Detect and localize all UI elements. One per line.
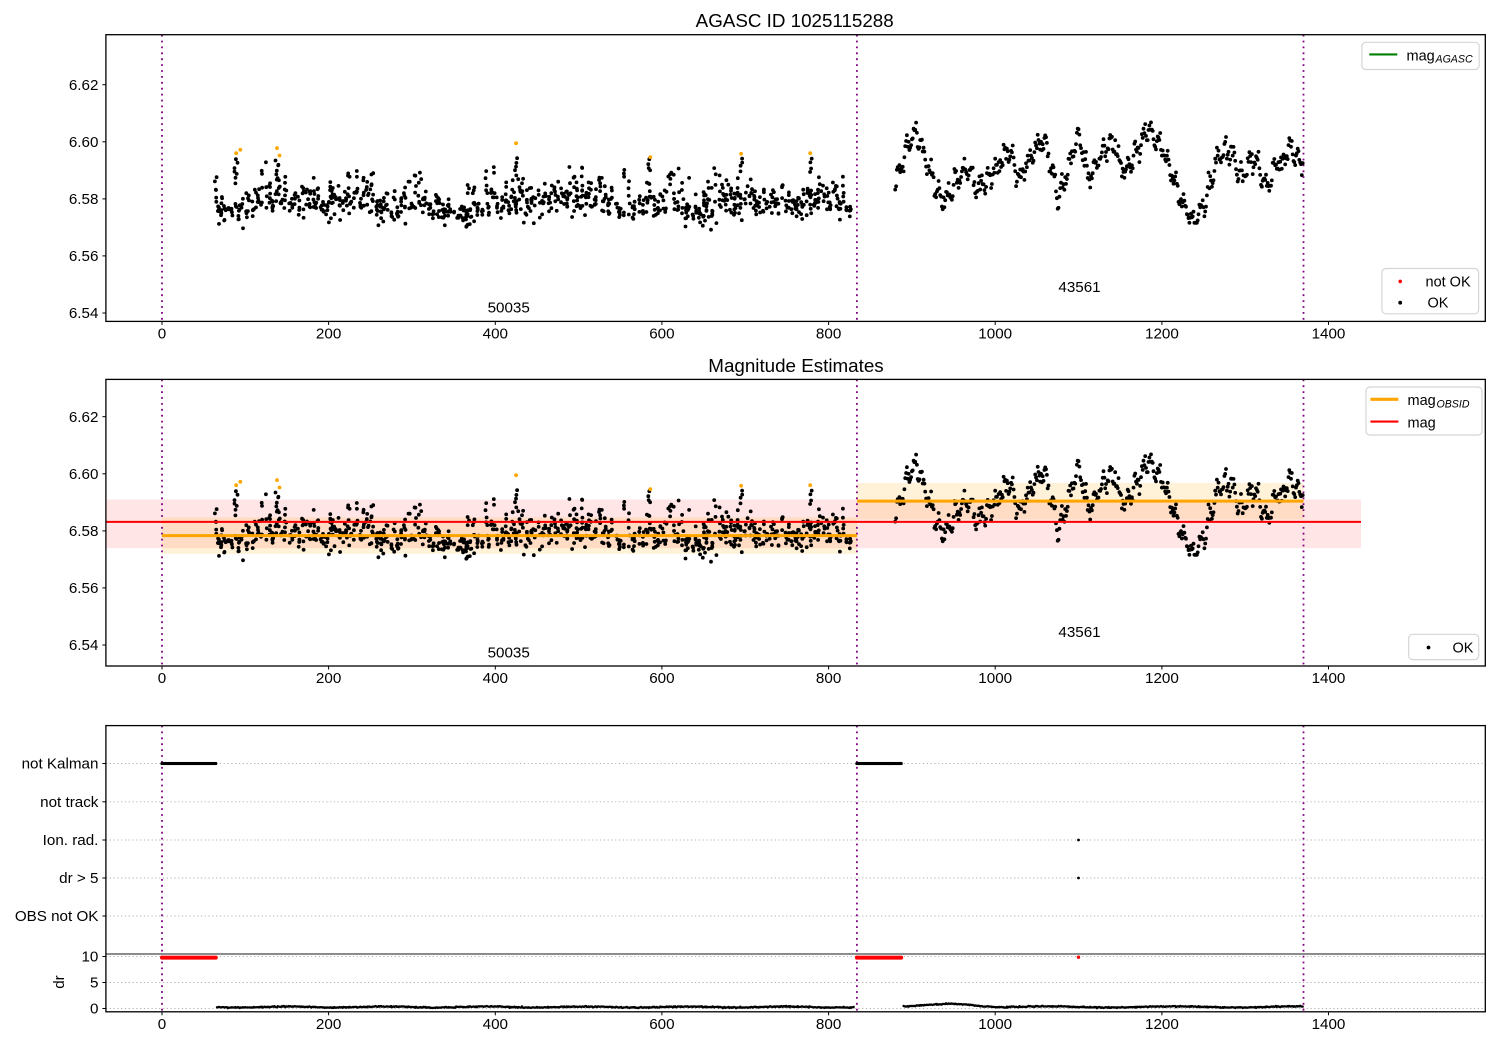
svg-text:400: 400 [483,670,508,687]
svg-text:OK: OK [1453,640,1474,656]
svg-text:not OK: not OK [1426,274,1471,290]
svg-text:OBSID: OBSID [1437,399,1470,411]
svg-text:600: 600 [649,670,674,687]
svg-text:50035: 50035 [488,644,530,661]
svg-text:400: 400 [483,1016,508,1033]
svg-text:Ion. rad.: Ion. rad. [43,832,99,849]
svg-text:6.60: 6.60 [69,134,99,151]
svg-text:dr: dr [51,975,68,989]
svg-text:10: 10 [81,949,98,966]
svg-text:1400: 1400 [1312,1016,1346,1033]
svg-text:6.58: 6.58 [69,191,99,208]
svg-text:43561: 43561 [1058,624,1100,641]
svg-text:1000: 1000 [978,1016,1012,1033]
svg-text:1400: 1400 [1312,326,1346,343]
svg-text:6.56: 6.56 [69,580,99,597]
svg-text:6.56: 6.56 [69,248,99,265]
svg-text:not Kalman: not Kalman [22,756,99,773]
svg-text:1200: 1200 [1145,1016,1179,1033]
svg-text:AGASC: AGASC [1435,54,1473,66]
svg-text:200: 200 [316,670,341,687]
svg-text:0: 0 [158,326,166,343]
svg-text:0: 0 [158,1016,166,1033]
svg-text:dr > 5: dr > 5 [59,870,98,887]
svg-text:43561: 43561 [1058,279,1100,296]
svg-text:400: 400 [483,326,508,343]
svg-text:1400: 1400 [1312,670,1346,687]
svg-text:200: 200 [316,326,341,343]
svg-text:mag: mag [1408,416,1436,432]
svg-text:not track: not track [40,794,99,811]
svg-text:6.54: 6.54 [69,305,99,322]
svg-text:50035: 50035 [488,300,530,317]
svg-text:AGASC ID 1025115288: AGASC ID 1025115288 [696,10,894,31]
svg-text:mag: mag [1408,393,1436,409]
svg-text:600: 600 [649,326,674,343]
svg-text:0: 0 [158,670,166,687]
svg-text:OBS not OK: OBS not OK [15,908,99,925]
svg-text:1000: 1000 [978,326,1012,343]
svg-text:1200: 1200 [1145,670,1179,687]
svg-text:600: 600 [649,1016,674,1033]
svg-text:800: 800 [816,1016,841,1033]
svg-text:mag: mag [1407,48,1435,64]
svg-text:6.62: 6.62 [69,409,99,426]
svg-text:1200: 1200 [1145,326,1179,343]
svg-text:5: 5 [90,975,98,992]
svg-text:6.62: 6.62 [69,77,99,94]
svg-text:6.60: 6.60 [69,466,99,483]
svg-text:6.54: 6.54 [69,637,99,654]
svg-text:Magnitude Estimates: Magnitude Estimates [708,355,883,376]
svg-text:800: 800 [816,326,841,343]
svg-text:200: 200 [316,1016,341,1033]
svg-text:OK: OK [1428,296,1449,312]
svg-text:6.58: 6.58 [69,523,99,540]
svg-text:800: 800 [816,670,841,687]
svg-text:0: 0 [90,1001,98,1018]
svg-text:1000: 1000 [978,670,1012,687]
